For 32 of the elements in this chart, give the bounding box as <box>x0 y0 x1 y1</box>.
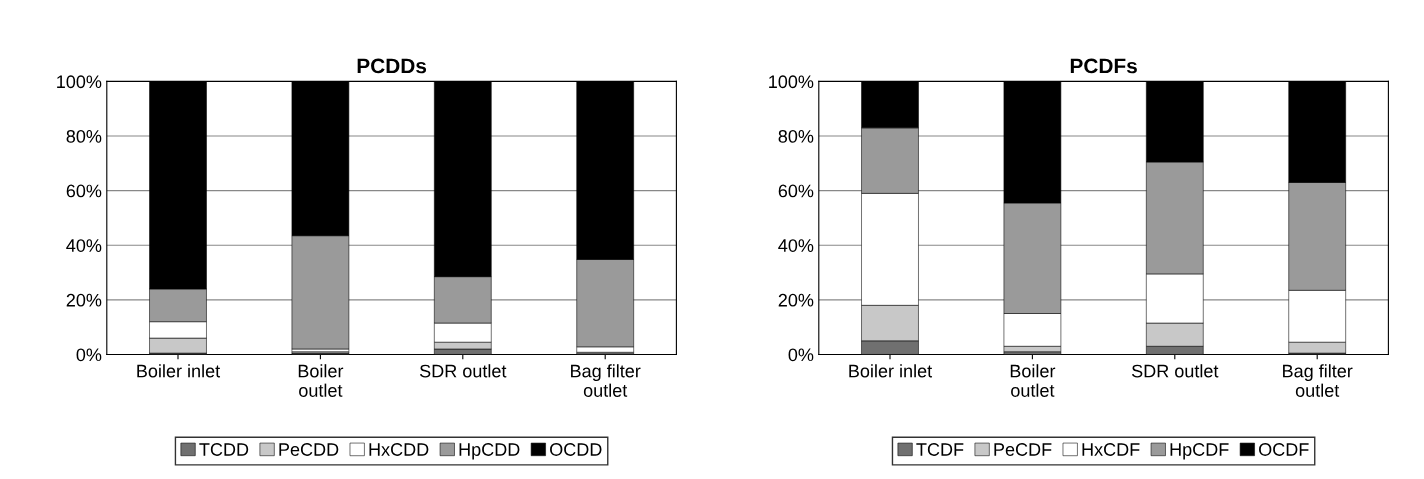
legend-label: HpCDF <box>1170 443 1229 460</box>
legend-label: HxCDD <box>369 443 429 456</box>
legend-label: PeCDD <box>279 443 339 456</box>
y-tick-label: 0% <box>788 348 814 362</box>
legend-label: OCDD <box>550 443 602 456</box>
x-tick-label: Boiler inlet <box>849 364 933 378</box>
legend-label: HpCDD <box>459 443 520 460</box>
chart-title: PCDDs <box>357 58 427 74</box>
x-tick-label: Bag filter outlet <box>1283 364 1353 397</box>
legend-label: TCDD <box>199 443 249 456</box>
legend-label: PeCDF <box>994 443 1052 456</box>
y-tick-label: 0% <box>76 348 102 362</box>
y-tick-label: 80% <box>66 129 102 143</box>
x-tick-label: SDR outlet <box>419 364 507 378</box>
x-tick-label: Boiler outlet <box>1010 364 1056 397</box>
y-tick-label: 100% <box>57 75 102 89</box>
y-tick-label: 60% <box>66 184 102 198</box>
y-tick-label: 20% <box>778 293 814 307</box>
y-tick-label: 40% <box>66 239 102 252</box>
legend-label: OCDF <box>1259 443 1309 456</box>
y-tick-label: 40% <box>778 239 814 252</box>
x-tick-label: Boiler inlet <box>137 364 221 378</box>
y-tick-label: 60% <box>778 184 814 198</box>
chart-title: PCDFs <box>1070 58 1137 74</box>
legend-label: HxCDF <box>1082 443 1140 456</box>
legend-label: TCDF <box>916 443 964 456</box>
x-tick-label: SDR outlet <box>1131 364 1219 378</box>
y-tick-label: 20% <box>66 293 102 307</box>
x-tick-label: Boiler outlet <box>298 364 344 397</box>
y-tick-label: 80% <box>778 129 814 143</box>
x-tick-label: Bag filter outlet <box>571 364 641 397</box>
y-tick-label: 100% <box>769 75 814 89</box>
